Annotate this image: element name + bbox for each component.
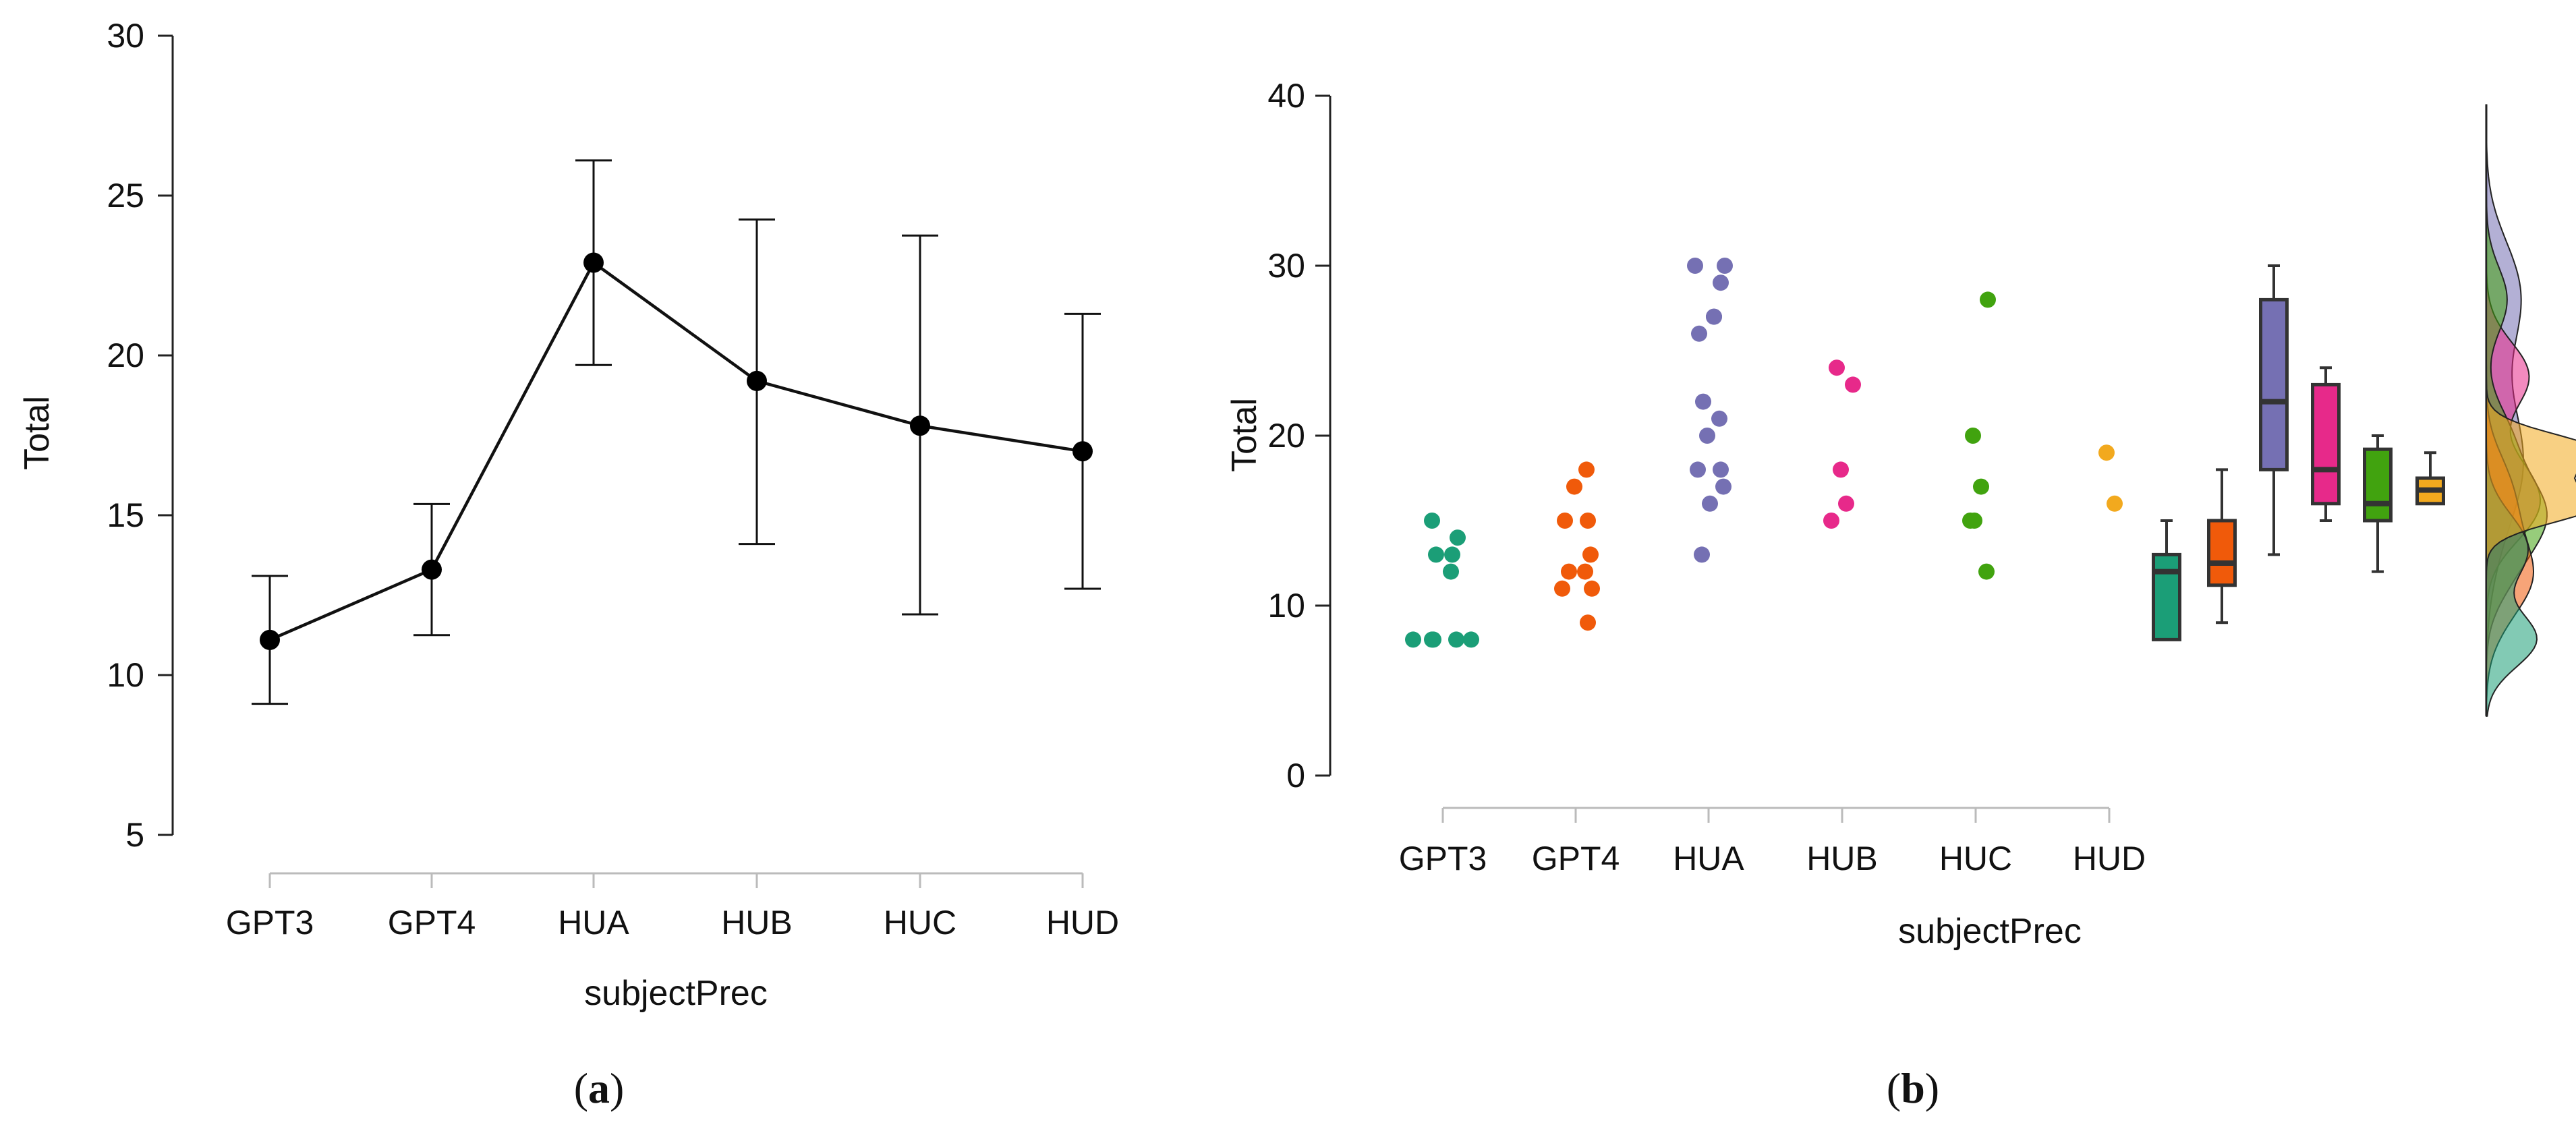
chart-b-point bbox=[1699, 428, 1715, 444]
chart-b-point bbox=[1717, 258, 1733, 274]
chart-b-point bbox=[1845, 376, 1861, 393]
chart-b-x-tick-label: GPT3 bbox=[1399, 840, 1487, 877]
chart-a-x-tick-label: HUA bbox=[558, 904, 629, 941]
chart-a-point bbox=[910, 415, 930, 436]
chart-b-y-tick-label: 30 bbox=[1267, 247, 1305, 285]
chart-b: Total subjectPrec (b) 0 10 20 30 40 GPT3 GPT4 H… bbox=[1225, 77, 2576, 1112]
chart-b-box bbox=[2207, 468, 2237, 624]
chart-a-y-tick-label: 5 bbox=[125, 816, 144, 854]
panel-letter-a: a bbox=[588, 1064, 610, 1112]
chart-b-point bbox=[1580, 513, 1596, 529]
panel-label-a: (a) bbox=[574, 1064, 625, 1112]
chart-b-box-body bbox=[2363, 447, 2393, 523]
chart-a-y-tick-label: 10 bbox=[107, 656, 144, 694]
chart-a-y-tick-label: 30 bbox=[107, 17, 144, 55]
chart-b-point bbox=[1711, 410, 1727, 427]
chart-b-x-tick-label: HUB bbox=[1806, 840, 1878, 877]
chart-b-box bbox=[2415, 451, 2445, 506]
chart-b-box bbox=[2259, 264, 2289, 556]
chart-b-point bbox=[1702, 495, 1718, 512]
chart-a-point bbox=[583, 252, 604, 273]
chart-b-point bbox=[2107, 495, 2123, 512]
chart-a-x-tick-label: HUD bbox=[1046, 904, 1119, 941]
chart-b-point bbox=[1584, 580, 1600, 597]
chart-b-point bbox=[1980, 291, 1996, 308]
chart-b-x-tick-label: GPT4 bbox=[1532, 840, 1620, 877]
chart-b-point bbox=[2098, 444, 2115, 461]
chart-b-point bbox=[1424, 631, 1440, 648]
chart-a-series-line bbox=[269, 260, 1083, 641]
chart-b-point bbox=[1450, 529, 1466, 546]
chart-b-box-body bbox=[2311, 382, 2341, 506]
chart-b-box-body bbox=[2259, 297, 2289, 471]
chart-b-point bbox=[1833, 461, 1849, 478]
chart-b-point bbox=[1428, 546, 1444, 563]
chart-b-point bbox=[1424, 513, 1440, 529]
chart-b-box-body bbox=[2207, 519, 2237, 587]
chart-b-point bbox=[1577, 563, 1593, 580]
chart-b-box bbox=[2311, 366, 2341, 522]
chart-b-point bbox=[1829, 359, 1845, 376]
chart-b-y-tick-label: 10 bbox=[1267, 587, 1305, 624]
chart-a-x-tick-label: GPT4 bbox=[388, 904, 476, 941]
chart-b-point bbox=[1706, 308, 1722, 325]
chart-a-x-tick-label: GPT3 bbox=[226, 904, 314, 941]
chart-b-point bbox=[1691, 325, 1707, 342]
chart-b-box bbox=[2152, 519, 2181, 641]
chart-b-point bbox=[1823, 513, 1839, 529]
chart-b-point bbox=[1554, 580, 1570, 597]
chart-b-x-tick-label: HUA bbox=[1673, 840, 1744, 877]
chart-b-y-axis-title: Total bbox=[1225, 398, 1264, 472]
chart-b-point bbox=[1695, 393, 1711, 410]
chart-a-y-tick-label: 20 bbox=[107, 337, 144, 374]
chart-b-point bbox=[1557, 513, 1573, 529]
chart-a-point bbox=[747, 370, 767, 391]
chart-b-x-tick-label: HUD bbox=[2073, 840, 2146, 877]
chart-b-point bbox=[1715, 478, 1731, 495]
chart-b-point bbox=[1448, 631, 1464, 648]
chart-b-y-tick-label: 0 bbox=[1286, 757, 1305, 794]
chart-b-density bbox=[2486, 104, 2576, 716]
chart-b-point bbox=[1966, 513, 1982, 529]
chart-b-x-tick-label: HUC bbox=[1939, 840, 2012, 877]
chart-a-point bbox=[260, 629, 280, 650]
chart-a-y-tick-label: 15 bbox=[107, 496, 144, 534]
chart-a-point bbox=[422, 559, 442, 580]
chart-b-point bbox=[1444, 546, 1460, 563]
chart-b-point bbox=[1582, 546, 1599, 563]
chart-a-x-tick-label: HUC bbox=[884, 904, 956, 941]
chart-b-point bbox=[1965, 428, 1981, 444]
chart-b-point bbox=[1978, 563, 1995, 580]
chart-b-point bbox=[1566, 478, 1582, 495]
chart-b-point bbox=[1687, 258, 1703, 274]
chart-b-y-tick-label: 40 bbox=[1267, 77, 1305, 115]
chart-b-point bbox=[1580, 614, 1596, 631]
chart-a: Total subjectPrec (a) 5 10 15 20 25 30 GPT3 GPT… bbox=[18, 17, 1119, 1112]
panel-label-b: (b) bbox=[1887, 1064, 1939, 1112]
chart-b-point bbox=[1463, 631, 1479, 648]
chart-b-point bbox=[1713, 274, 1729, 291]
chart-a-point bbox=[1072, 441, 1093, 462]
chart-b-point bbox=[1838, 495, 1854, 512]
chart-a-x-axis-title: subjectPrec bbox=[584, 974, 768, 1013]
chart-b-point bbox=[1443, 563, 1459, 580]
chart-b-point bbox=[1973, 478, 1989, 495]
chart-b-point bbox=[1694, 546, 1710, 563]
chart-b-point bbox=[1561, 563, 1577, 580]
chart-b-point bbox=[1690, 461, 1706, 478]
chart-a-y-axis-title: Total bbox=[18, 396, 57, 470]
chart-b-box-body bbox=[2152, 552, 2181, 641]
chart-b-point bbox=[1713, 461, 1729, 478]
chart-a-x-tick-label: HUB bbox=[721, 904, 793, 941]
panel-letter-b: b bbox=[1901, 1064, 1925, 1112]
chart-b-y-tick-label: 20 bbox=[1267, 417, 1305, 455]
chart-b-box bbox=[2363, 434, 2393, 573]
chart-b-x-axis-title: subjectPrec bbox=[1898, 912, 2082, 951]
chart-a-y-tick-label: 25 bbox=[107, 177, 144, 214]
chart-b-point bbox=[1405, 631, 1421, 648]
chart-b-point bbox=[1578, 461, 1595, 478]
